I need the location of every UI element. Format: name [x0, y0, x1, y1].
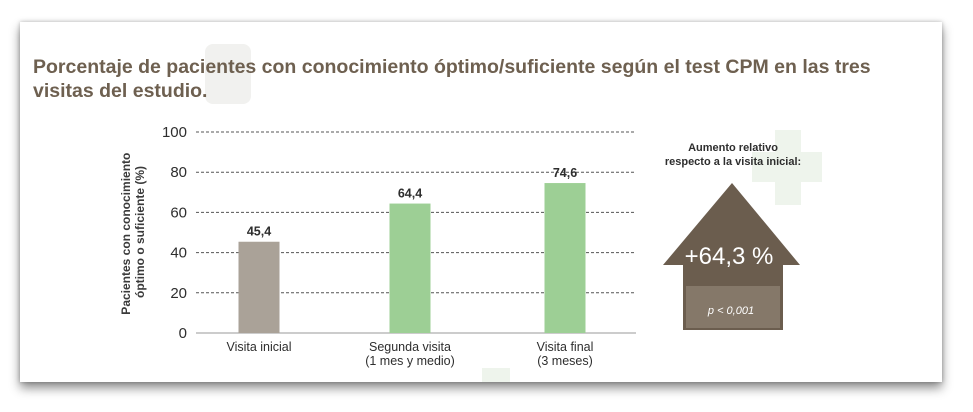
callout-heading-line-1: Aumento relativo: [688, 142, 778, 154]
x-tick-label-2-line-2: (1 mes y medio): [365, 354, 455, 368]
y-tick-label-100: 100: [162, 124, 187, 141]
bar-3: [544, 183, 586, 333]
y-axis-label: Pacientes con conocimiento óptimo o sufi…: [119, 149, 147, 314]
callout-pvalue: p < 0,001: [707, 305, 754, 317]
y-tick-labels: 0 20 40 60 80 100: [162, 124, 187, 342]
y-axis-label-line-1: Pacientes con conocimiento: [119, 153, 133, 315]
y-tick-label-20: 20: [170, 285, 187, 302]
decor-square: [205, 44, 251, 104]
bar-1: [238, 241, 280, 333]
x-tick-labels: Visita inicial Segunda visita(1 mes y med…: [226, 340, 593, 368]
data-label-2: 64,4: [398, 187, 422, 201]
x-tick-label-3-line-1: Visita final: [537, 340, 594, 354]
y-tick-label-40: 40: [170, 245, 187, 262]
decor-cross-horizontal: [752, 152, 822, 182]
x-tick-label-1-line-1: Visita inicial: [226, 340, 291, 354]
data-labels: 45,4 64,4 74,6: [247, 166, 577, 239]
data-label-3: 74,6: [553, 166, 577, 180]
y-tick-label-0: 0: [179, 325, 187, 342]
y-tick-label-80: 80: [170, 164, 187, 181]
x-tick-label-3-line-2: (3 meses): [537, 354, 593, 368]
y-tick-label-60: 60: [170, 204, 187, 221]
bars: [238, 183, 586, 333]
callout-heading-line-2: respecto a la visita inicial:: [665, 156, 801, 168]
chart-title: Porcentaje de pacientes con conocimiento…: [33, 56, 871, 102]
y-axis-label-line-2: óptimo o suficiente (%): [133, 166, 147, 298]
callout-value: +64,3 %: [685, 243, 774, 270]
bar-2: [389, 203, 431, 333]
decor-square-bottom: [482, 368, 510, 382]
arrow-inner-panel: [686, 286, 780, 328]
data-label-1: 45,4: [247, 225, 271, 239]
x-tick-label-2-line-1: Segunda visita: [369, 340, 451, 354]
